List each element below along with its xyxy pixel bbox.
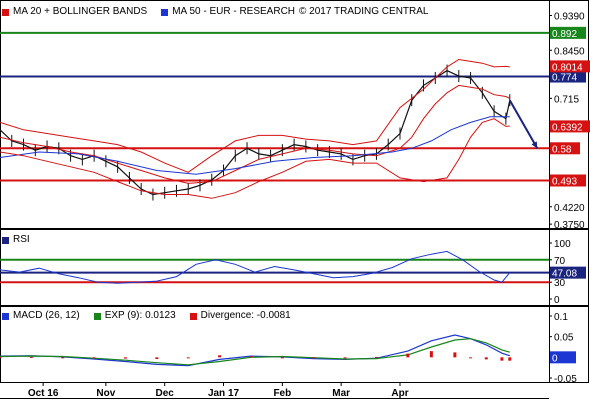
- divergence-bar: [469, 357, 473, 359]
- divergence-bar: [123, 357, 127, 359]
- divergence-bar: [0, 356, 2, 358]
- macd-legend-label: MACD (26, 12): [13, 310, 80, 321]
- divergence-legend-swatch: [189, 312, 197, 320]
- divergence-bar: [429, 351, 433, 358]
- rsi-y-tick-label: 70: [554, 256, 566, 267]
- macd-level-tag: 0: [552, 353, 558, 364]
- macd-y-tick-label: 0.05: [554, 333, 574, 344]
- rsi-legend-label: RSI: [13, 234, 30, 245]
- price-marker-tag-bg: [550, 60, 590, 73]
- exp-legend-swatch: [93, 312, 101, 320]
- divergence-bar: [29, 356, 33, 358]
- exp-series-line: [0, 338, 510, 366]
- price-level-tag-bg: [550, 26, 586, 39]
- projection-arrow-head: [531, 141, 538, 149]
- ma-50-series-line: [0, 116, 510, 175]
- divergence-bar: [218, 355, 222, 358]
- divergence-bar: [343, 357, 347, 359]
- divergence-bar: [186, 357, 190, 359]
- price-y-tick-label: 0.4220: [554, 203, 585, 214]
- ma50-legend-swatch: [161, 8, 169, 16]
- price-level-tag: 0.892: [552, 29, 577, 40]
- rsi-level-tag-bg: [550, 266, 586, 279]
- price-legend: MA 20 + BOLLINGER BANDS MA 50 - EUR - RE…: [2, 5, 429, 19]
- divergence-bar: [155, 357, 159, 359]
- rsi-y-tick-label: 30: [554, 278, 566, 289]
- ma50-legend-label: MA 50 - EUR - RESEARCH: [172, 6, 296, 17]
- x-tick-label: Mar: [332, 388, 350, 399]
- price-panel-frame: [0, 0, 589, 229]
- macd-panel-frame: [0, 306, 589, 383]
- divergence-bar: [508, 357, 512, 361]
- rsi-y-tick-label: 0: [554, 295, 560, 306]
- price-series-line: [0, 69, 511, 196]
- divergence-bar: [61, 357, 65, 359]
- price-level-tag: 0.774: [552, 73, 577, 84]
- macd-legend-swatch: [2, 312, 9, 320]
- price-level-tag-bg: [550, 174, 586, 187]
- price-level-tag: 0.493: [552, 176, 577, 187]
- macd-y-tick-label: 0.1: [554, 312, 568, 323]
- divergence-bar: [484, 357, 488, 360]
- projection-arrow-line: [508, 99, 539, 149]
- price-level-tag: 0.58: [552, 144, 572, 155]
- divergence-bar: [500, 357, 504, 361]
- ma20-legend-label: MA 20 + BOLLINGER BANDS: [13, 6, 148, 17]
- divergence-bar: [249, 356, 253, 358]
- divergence-bar: [374, 356, 378, 358]
- rsi-y-tick-label: 100: [554, 239, 571, 250]
- divergence-bar: [312, 357, 316, 359]
- price-marker-tag: 0.6392: [552, 122, 583, 133]
- divergence-bar: [92, 357, 96, 359]
- bollinger-upper-series-line: [0, 58, 510, 173]
- macd-series-line: [0, 334, 510, 367]
- price-y-tick-label: 0.715: [554, 94, 579, 105]
- price-marker-tag: 0.8014: [552, 62, 583, 73]
- price-y-tick-label: 0.8450: [554, 46, 585, 57]
- price-y-tick-label: 0.9390: [554, 11, 585, 22]
- x-tick-label: Apr: [391, 388, 408, 399]
- rsi-panel-frame: [0, 229, 589, 306]
- x-tick-label: Oct 16: [28, 388, 59, 399]
- x-tick-label: Dec: [156, 388, 175, 399]
- rsi-level-tag: 47.08: [552, 269, 577, 280]
- macd-y-tick-label: -0.05: [554, 374, 577, 385]
- ma20-legend-swatch: [2, 8, 9, 16]
- x-tick-label: Nov: [96, 388, 115, 399]
- divergence-bar: [406, 353, 410, 358]
- divergence-bar: [453, 352, 457, 358]
- rsi-legend-swatch: [2, 236, 9, 244]
- price-level-tag-bg: [550, 70, 586, 83]
- macd-legend: MACD (26, 12) EXP (9): 0.0123 Divergence…: [2, 309, 291, 323]
- price-level-tag-bg: [550, 142, 580, 155]
- rsi-legend: RSI: [2, 233, 30, 247]
- price-y-tick-label: 0.3750: [554, 220, 585, 231]
- divergence-bar: [280, 357, 284, 359]
- macd-level-tag-bg: [550, 351, 576, 364]
- exp-legend-label: EXP (9): 0.0123: [104, 310, 176, 321]
- copyright-label: © 2017 TRADING CENTRAL: [299, 6, 429, 17]
- bollinger-lower-series-line: [0, 118, 510, 199]
- price-marker-tag-bg: [550, 120, 590, 133]
- rsi-series-line: [0, 250, 511, 284]
- ma-20-series-line: [0, 84, 511, 184]
- divergence-legend-label: Divergence: -0.0081: [200, 310, 291, 321]
- x-tick-label: Jan 17: [208, 388, 240, 399]
- x-tick-label: Feb: [273, 388, 291, 399]
